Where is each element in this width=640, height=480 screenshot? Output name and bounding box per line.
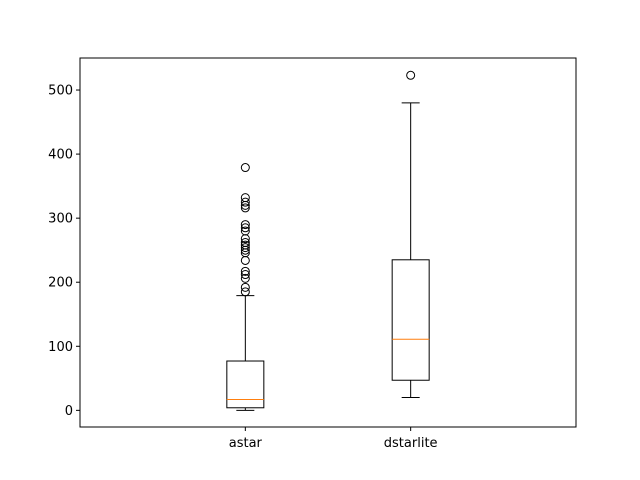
outlier-point [240,243,250,253]
outlier-point [240,273,250,283]
y-tick-label: 300 [48,212,73,227]
axis-ticks: 0 100 200 300 400 500 astar dstarlite [48,84,437,451]
outlier-point [240,193,250,203]
outlier-point [240,203,250,213]
y-tick-label: 400 [48,148,73,163]
outlier-point [240,163,250,173]
y-tick-label: 500 [48,84,73,99]
x-tick-label: dstarlite [384,436,438,451]
outlier-point [240,282,250,292]
outlier-point [240,238,250,247]
x-tick-label: astar [229,436,263,451]
outlier-point [406,70,416,80]
box-dstarlite [391,259,430,381]
outlier-point [240,220,250,230]
outlier-point [240,270,250,280]
outlier-point [240,197,250,207]
outlier-point [240,266,250,276]
plot-background [80,58,576,427]
outlier-point [240,223,250,233]
plot-frame [79,57,577,428]
box-astar [226,360,265,409]
outlier-point [240,226,250,236]
outlier-point [240,240,250,250]
y-tick-label: 0 [65,404,73,419]
y-tick-label: 200 [48,276,73,291]
outlier-point [240,287,250,297]
y-tick-label: 100 [48,340,73,355]
plot-marks [226,70,430,411]
